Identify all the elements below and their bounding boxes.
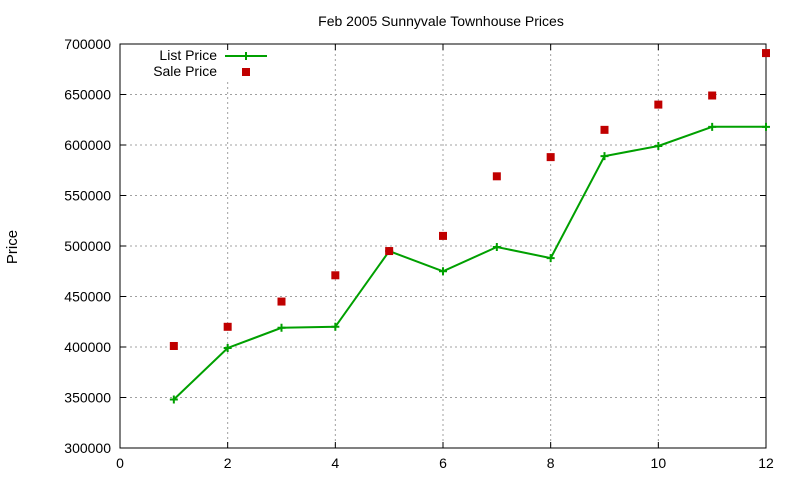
y-tick-label: 600000 (64, 137, 111, 153)
y-axis-label: Price (4, 230, 21, 264)
point-sale-price (385, 247, 394, 256)
point-sale-price (762, 49, 770, 58)
point-sale-price (439, 231, 447, 240)
grid (120, 44, 766, 448)
x-tick-label: 4 (331, 455, 339, 471)
point-list-price (169, 395, 178, 404)
point-sale-price (277, 297, 286, 306)
point-sale-price (223, 322, 232, 331)
series (169, 49, 770, 404)
legend-label-list-price: List Price (159, 47, 217, 63)
point-sale-price (600, 125, 609, 134)
point-list-price (223, 344, 232, 353)
point-sale-price (708, 91, 717, 100)
point-list-price (331, 322, 340, 331)
legend-marker-list-price (242, 52, 250, 60)
point-list-price (708, 122, 717, 131)
point-sale-price (546, 153, 555, 162)
point-list-price (439, 267, 447, 276)
x-tick-label: 8 (547, 455, 555, 471)
legend: List Price Sale Price (153, 47, 267, 79)
point-sale-price (331, 271, 340, 280)
y-tick-label: 500000 (64, 238, 111, 254)
y-tick-label: 300000 (64, 440, 111, 456)
point-sale-price (654, 100, 663, 109)
point-list-price (762, 122, 770, 131)
point-list-price (277, 323, 286, 332)
point-sale-price (169, 341, 178, 350)
legend-marker-sale-price (242, 68, 250, 76)
legend-label-sale-price: Sale Price (153, 63, 217, 79)
y-tick-label: 550000 (64, 188, 111, 204)
point-list-price (546, 254, 555, 263)
point-list-price (492, 243, 501, 252)
x-tick-label: 6 (439, 455, 447, 471)
x-tick-label: 12 (758, 455, 774, 471)
point-list-price (654, 142, 663, 151)
point-list-price (600, 152, 609, 161)
y-tick-label: 450000 (64, 289, 111, 305)
axis-ticks: 300000 350000 400000 450000 500000 550000 6000… (64, 36, 774, 471)
x-tick-label: 0 (116, 455, 124, 471)
y-tick-label: 350000 (64, 390, 111, 406)
y-tick-label: 700000 (64, 36, 111, 52)
y-tick-label: 650000 (64, 87, 111, 103)
x-tick-label: 2 (224, 455, 232, 471)
point-sale-price (492, 172, 501, 181)
chart-title: Feb 2005 Sunnyvale Townhouse Prices (318, 13, 564, 29)
series-line-list-price (173, 125, 766, 401)
x-tick-label: 10 (651, 455, 667, 471)
y-tick-label: 400000 (64, 339, 111, 355)
